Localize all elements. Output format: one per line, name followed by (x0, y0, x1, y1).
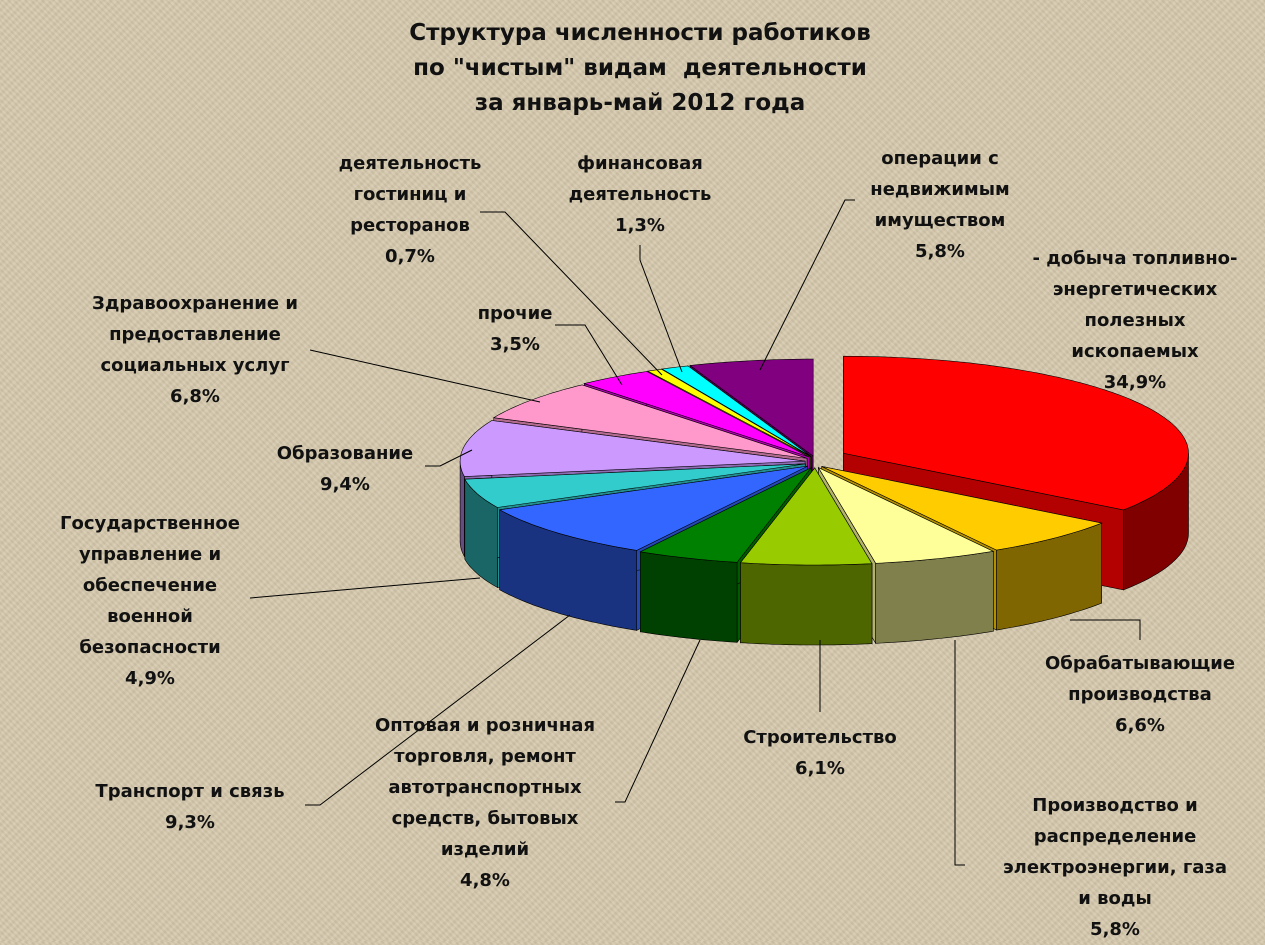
category-label: Производство и распределение электроэнер… (1002, 795, 1228, 909)
slice (817, 466, 995, 564)
slice-side (740, 562, 873, 646)
slice (459, 420, 806, 477)
slice (639, 467, 812, 563)
value-label: 6,6% (1115, 715, 1165, 736)
slice (843, 355, 1189, 511)
leader-line (305, 614, 571, 806)
leader-line (480, 211, 663, 376)
category-label: Государственное управление и обеспечение… (60, 513, 240, 658)
chart-title: Структура численности работиков по "чист… (409, 20, 871, 116)
category-label: прочие (477, 303, 553, 324)
slice (646, 368, 811, 457)
category-label: операции с недвижимым имуществом (870, 148, 1010, 231)
value-label: 5,8% (915, 241, 965, 262)
leader-line (249, 577, 481, 599)
category-label: Обрабатывающие производства (1044, 653, 1236, 705)
category-label: Образование (276, 443, 414, 464)
slice (583, 371, 810, 458)
leader-line (759, 199, 855, 371)
value-label: 1,3% (615, 215, 665, 236)
leader-line (425, 449, 473, 467)
leader-line (639, 245, 683, 373)
category-label: Транспорт и связь (95, 781, 285, 802)
slice (464, 463, 806, 508)
value-label: 5,8% (1090, 919, 1140, 940)
category-label: Оптовая и розничная торговля, ремонт авт… (374, 715, 596, 860)
value-label: 6,8% (170, 386, 220, 407)
slice (661, 365, 812, 457)
value-label: 9,4% (320, 474, 370, 495)
slice (739, 467, 873, 566)
value-label: 34,9% (1103, 372, 1167, 393)
leader-line (954, 640, 965, 866)
slice (689, 358, 814, 457)
leader-line (615, 639, 701, 803)
category-label: - добыча топливно- энергетических полезн… (1032, 248, 1238, 362)
value-label: 4,8% (460, 870, 510, 891)
value-label: 4,9% (125, 668, 175, 689)
category-label: Здравоохранение и предоставление социаль… (92, 293, 298, 376)
category-label: финансовая деятельность (568, 153, 712, 205)
value-label: 6,1% (795, 758, 845, 779)
slice-side (640, 551, 738, 643)
leader-line (309, 349, 541, 403)
category-label: деятельность гостиниц и ресторанов (338, 153, 482, 236)
slice (821, 466, 1103, 551)
slice-side (875, 550, 994, 644)
value-label: 0,7% (385, 246, 435, 267)
leader-line (1070, 619, 1141, 640)
value-label: 9,3% (165, 812, 215, 833)
value-label: 3,5% (490, 334, 540, 355)
category-label: Строительство (743, 727, 897, 748)
leader-line (555, 324, 623, 386)
slice (498, 465, 808, 551)
